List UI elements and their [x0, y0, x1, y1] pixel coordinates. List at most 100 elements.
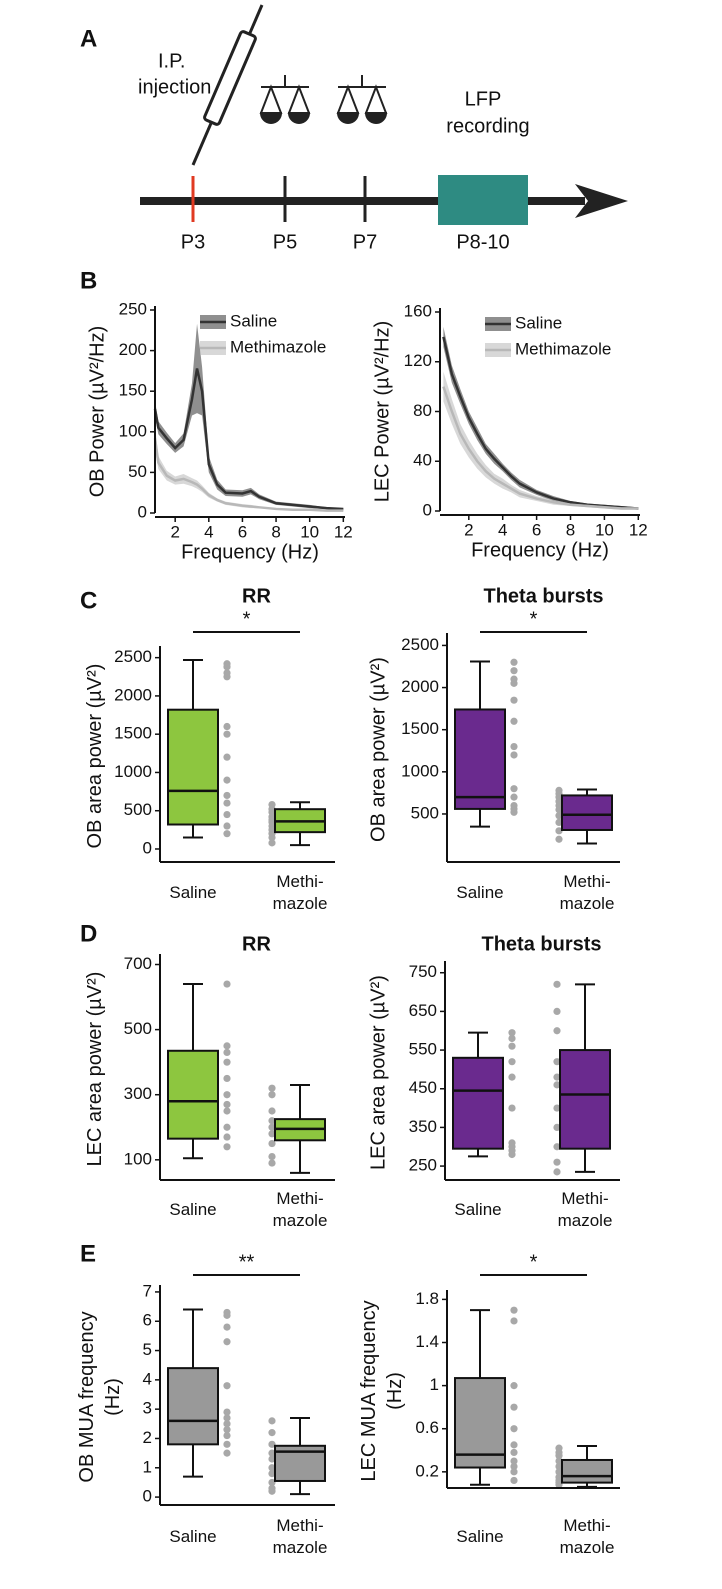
- y-tick-label: 4: [143, 1369, 152, 1388]
- data-point: [510, 658, 518, 666]
- y-tick-label: 1500: [401, 719, 439, 738]
- y-tick-label: 7: [143, 1281, 152, 1300]
- y-axis-label: LEC area power (µV²): [367, 975, 389, 1170]
- y-tick-label: 350: [409, 1117, 437, 1136]
- x-tick-label: Methi- mazole: [557, 1188, 613, 1230]
- data-point: [553, 1058, 561, 1066]
- data-point: [510, 1441, 518, 1449]
- x-tick-label-box: Methi- mazole: [559, 871, 615, 913]
- y-tick-label: 1500: [114, 724, 152, 743]
- y-tick-label: 200: [119, 340, 147, 359]
- y-tick-label: 2000: [114, 685, 152, 704]
- timeline: I.P. injection LFP recording P3 P5 P7 P8…: [138, 4, 628, 253]
- data-point: [510, 742, 518, 751]
- data-point: [223, 830, 231, 838]
- y-axis-label-box: LEC area power (µV²): [367, 975, 389, 1170]
- y-tick-label: 300: [124, 1084, 152, 1103]
- y-tick-label: 1.8: [415, 1289, 439, 1308]
- y-axis-label: OB area power (µV²): [367, 657, 389, 842]
- data-point: [223, 722, 231, 731]
- y-tick-label: 120: [404, 351, 432, 370]
- data-point: [223, 1338, 231, 1346]
- box: [559, 1049, 611, 1150]
- data-point: [223, 1107, 231, 1115]
- data-point: [553, 1073, 561, 1081]
- chart-title: Theta bursts: [483, 585, 603, 607]
- y-tick-label: 2000: [401, 677, 439, 696]
- y-tick-label: 750: [409, 962, 437, 981]
- panel-letter: C: [80, 587, 97, 614]
- data-point: [223, 730, 231, 738]
- y-tick-label: 1000: [114, 762, 152, 781]
- data-point: [510, 1457, 518, 1465]
- data-point: [510, 1403, 518, 1411]
- x-tick-label-box: Saline: [454, 1200, 501, 1219]
- x-tick-label: 10: [300, 522, 319, 541]
- y-tick-label: 450: [409, 1078, 437, 1097]
- y-tick-label: 550: [409, 1040, 437, 1059]
- x-tick-label-box: Saline: [169, 1527, 216, 1546]
- chart-title: RR: [242, 933, 271, 955]
- data-point: [510, 785, 518, 793]
- x-tick-label-box: Methi- mazole: [273, 1189, 328, 1230]
- data-point: [268, 1478, 276, 1487]
- data-point: [555, 1468, 563, 1476]
- line: [442, 386, 639, 510]
- x-tick-label: Methi- mazole: [272, 1515, 328, 1557]
- data-point: [223, 753, 231, 761]
- y-axis-label: OB MUA frequency (Hz): [76, 1311, 124, 1483]
- balance-icon: [259, 75, 311, 124]
- data-point: [553, 1081, 561, 1089]
- data-point: [268, 1139, 276, 1148]
- data-point: [555, 818, 563, 826]
- y-tick-label: 0: [143, 838, 152, 857]
- panel-letter: A: [80, 25, 97, 52]
- data-point: [510, 793, 518, 801]
- x-axis-label: Frequency (Hz): [181, 541, 319, 563]
- y-axis-label: LEC MUA frequency (Hz): [358, 1300, 406, 1482]
- y-tick-label: 100: [119, 421, 147, 440]
- y-tick-label: 2: [143, 1428, 152, 1447]
- data-point: [268, 1440, 276, 1448]
- data-point: [223, 1091, 231, 1099]
- x-tick-label: 6: [238, 522, 247, 541]
- significance-label: *: [530, 608, 538, 630]
- data-point: [555, 1462, 563, 1471]
- line: [153, 438, 344, 512]
- data-point: [508, 1058, 516, 1066]
- y-tick-label: 0.2: [415, 1461, 439, 1480]
- box: [167, 1367, 219, 1446]
- x-tick-label: 4: [204, 522, 213, 541]
- data-point: [223, 1420, 231, 1428]
- x-tick-label-box: Saline: [456, 883, 503, 902]
- x-tick-label: Methi- mazole: [559, 871, 615, 913]
- y-axis-label: OB area power (µV²): [84, 663, 106, 849]
- x-tick-label-box: Methi- mazole: [273, 872, 328, 913]
- x-tick-label-box: Saline: [169, 1200, 216, 1219]
- day-label: P5: [273, 231, 297, 253]
- data-point: [508, 1150, 516, 1159]
- data-point: [223, 810, 231, 819]
- panel-letter: B: [80, 267, 97, 294]
- x-tick-label: 2: [170, 522, 179, 541]
- data-point: [555, 1452, 563, 1460]
- y-axis-label-box: OB MUA frequency (Hz): [76, 1311, 124, 1483]
- data-point: [268, 833, 276, 842]
- syringe: [203, 30, 257, 126]
- data-point: [553, 1123, 561, 1132]
- data-point: [223, 1408, 231, 1416]
- y-tick-label: 0.6: [415, 1418, 439, 1437]
- data-point: [223, 799, 231, 807]
- x-tick-label-box: Saline: [456, 1527, 503, 1546]
- y-tick-label: 0: [138, 502, 147, 521]
- data-point: [510, 696, 518, 704]
- line: [442, 336, 639, 510]
- box: [561, 794, 613, 831]
- data-point: [223, 1431, 231, 1440]
- data-point: [510, 667, 518, 675]
- data-point: [223, 1133, 231, 1141]
- data-point: [555, 835, 563, 843]
- recording-label: LFP: [465, 88, 502, 110]
- data-point: [268, 1091, 276, 1099]
